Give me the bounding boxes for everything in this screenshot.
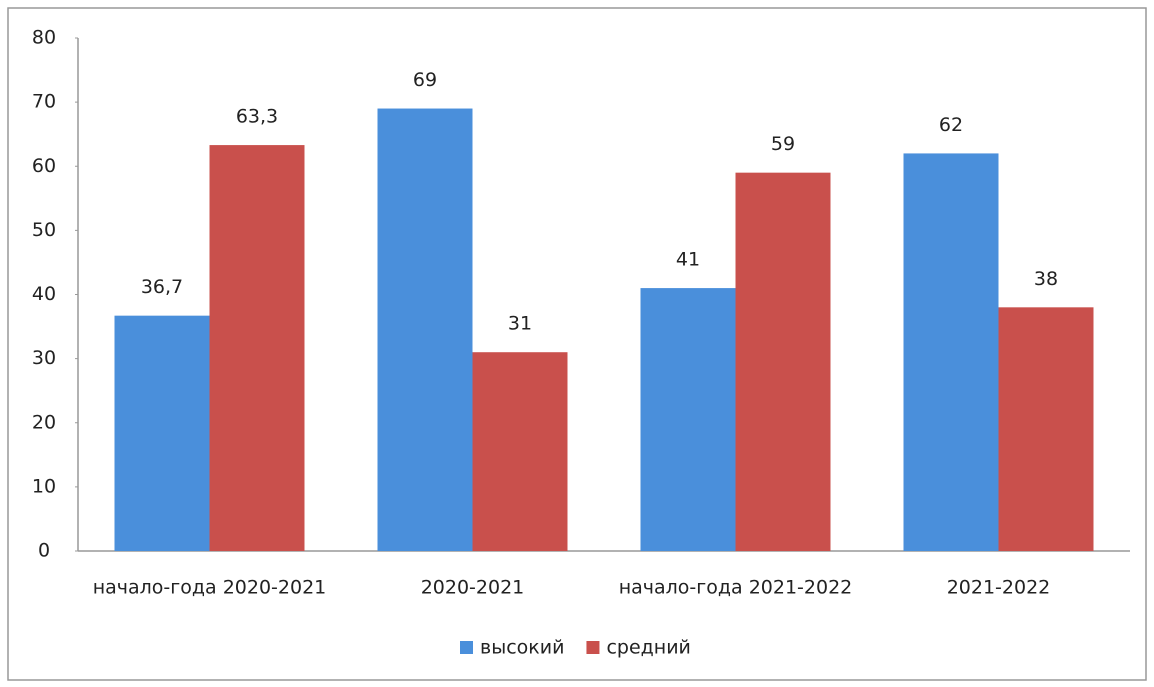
y-tick-label: 60 (32, 155, 56, 177)
y-tick-label: 40 (32, 283, 56, 305)
legend-swatch (460, 641, 473, 654)
bar (472, 352, 568, 551)
bar (903, 153, 999, 552)
x-tick-label: начало-года 2021-2022 (619, 577, 853, 599)
legend-label: высокий (480, 637, 564, 659)
data-label: 63,3 (236, 106, 278, 128)
frame (7, 7, 1147, 681)
data-label: 31 (508, 313, 532, 335)
data-label: 36,7 (141, 276, 183, 298)
bar (209, 145, 305, 551)
y-tick-label: 30 (32, 347, 56, 369)
y-tick-label: 0 (38, 540, 50, 562)
data-label: 59 (771, 133, 795, 155)
x-tick-label: 2020-2021 (421, 577, 525, 599)
x-tick-label: начало-года 2020-2021 (93, 577, 327, 599)
y-tick-label: 70 (32, 91, 56, 113)
data-label: 41 (676, 249, 700, 271)
data-label: 69 (413, 69, 437, 91)
y-tick-label: 20 (32, 411, 56, 433)
data-label: 62 (939, 114, 963, 136)
bar (377, 108, 473, 551)
bar (998, 307, 1094, 551)
data-label: 38 (1034, 268, 1058, 290)
bar (735, 172, 831, 551)
x-tick-label: 2021-2022 (947, 577, 1051, 599)
bar (114, 315, 210, 551)
y-tick-label: 80 (32, 27, 56, 49)
y-tick-label: 50 (32, 219, 56, 241)
y-tick-label: 10 (32, 475, 56, 497)
legend-label: средний (606, 637, 690, 659)
bar (640, 288, 736, 551)
legend-swatch (586, 641, 600, 654)
